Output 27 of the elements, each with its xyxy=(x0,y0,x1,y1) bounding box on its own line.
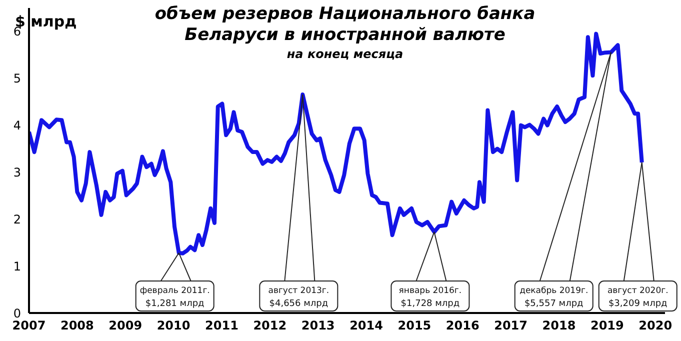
x-tick-label: 2009 xyxy=(108,318,142,333)
annotation: декабрь 2019г. $5,557 млрд xyxy=(520,286,588,309)
y-tick-label: 2 xyxy=(13,212,21,226)
x-tick-label: 2017 xyxy=(494,318,528,333)
x-tick-label: 2011 xyxy=(205,318,238,333)
x-tick-label: 2010 xyxy=(156,318,190,333)
y-tick-label: 0 xyxy=(13,306,21,320)
x-tick-label: 2008 xyxy=(60,318,94,333)
x-tick-label: 2016 xyxy=(446,318,480,333)
x-tick-label: 2013 xyxy=(301,318,335,333)
x-tick-label: 2019 xyxy=(590,318,624,333)
y-tick-label: 1 xyxy=(13,259,21,274)
x-tick-label: 2014 xyxy=(350,318,383,333)
x-tick-label: 2020 xyxy=(638,318,672,333)
annotation: январь 2016г. $1,728 млрд xyxy=(398,286,462,309)
x-tick-label: 2007 xyxy=(12,318,46,333)
chart-title: объем резервов Национального банка Беларуси в иностранной валюте xyxy=(154,4,536,46)
annotation: август 2020г. $3,209 млрд xyxy=(607,286,668,309)
annotation: август 2013г. $4,656 млрд xyxy=(268,286,330,309)
x-tick-label: 2012 xyxy=(253,318,287,333)
y-tick-label: 5 xyxy=(13,72,21,86)
x-tick-label: 2015 xyxy=(398,318,432,333)
annotation: февраль 2011г. $1,281 млрд xyxy=(140,286,210,309)
y-tick-label: 3 xyxy=(13,165,21,180)
y-tick-label: 4 xyxy=(13,118,21,133)
text: на конец месяца xyxy=(286,46,404,62)
x-tick-label: 2018 xyxy=(542,318,576,333)
